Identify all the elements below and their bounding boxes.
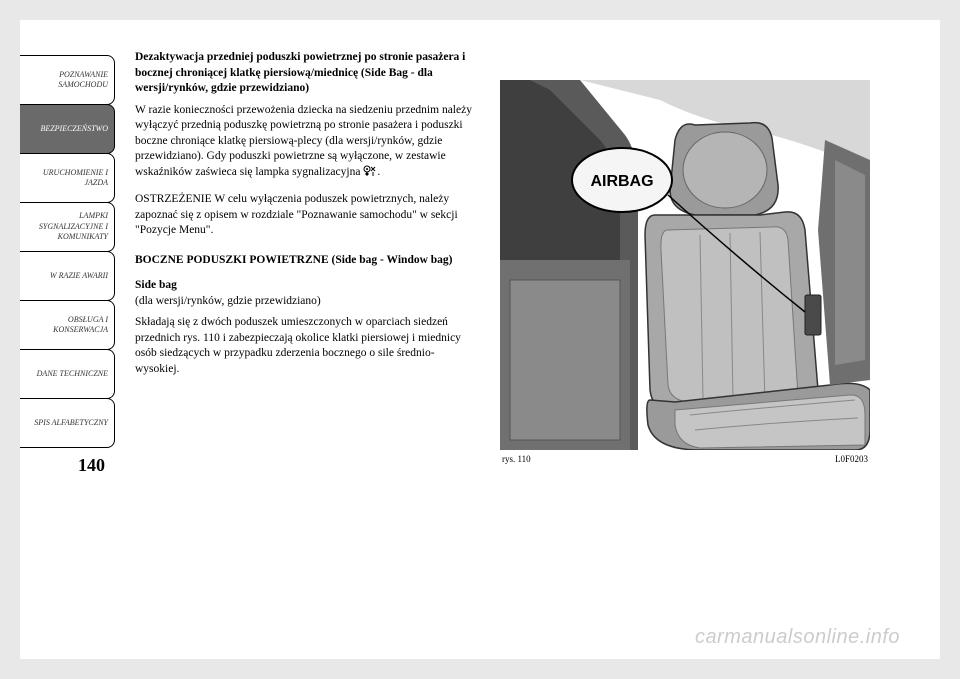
- tab-uruchomienie[interactable]: URUCHOMIENIE I JAZDA: [20, 153, 115, 203]
- paragraph-suffix: .: [377, 166, 380, 178]
- heading-side-airbags: BOCZNE PODUSZKI POWIETRZNE (Side bag - W…: [135, 253, 475, 269]
- tab-bezpieczenstwo[interactable]: BEZPIECZEŃSTWO: [20, 104, 115, 154]
- figure-caption: rys. 110 L0F0203: [500, 454, 870, 464]
- heading-sidebag: Side bag: [135, 278, 475, 294]
- content-area: Dezaktywacja przedniej poduszki powietrz…: [115, 50, 900, 609]
- manual-page: POZNAWANIE SAMOCHODU BEZPIECZEŃSTWO URUC…: [20, 20, 940, 659]
- seat-airbag-illustration: AIRBAG: [500, 80, 870, 450]
- paragraph-deactivation-note: W razie konieczności przewożenia dziecka…: [135, 103, 475, 183]
- sidebar-tabs: POZNAWANIE SAMOCHODU BEZPIECZEŃSTWO URUC…: [20, 50, 115, 609]
- paragraph-text: W razie konieczności przewożenia dziecka…: [135, 104, 472, 178]
- airbag-badge-text: AIRBAG: [590, 173, 653, 190]
- watermark: carmanualsonline.info: [695, 626, 900, 649]
- heading-deactivation: Dezaktywacja przedniej poduszki powietrz…: [135, 50, 475, 97]
- tab-lampki[interactable]: LAMPKI SYGNALIZACYJNE I KOMUNIKATY: [20, 202, 115, 252]
- tab-poznawanie[interactable]: POZNAWANIE SAMOCHODU: [20, 55, 115, 105]
- figure-110: AIRBAG rys. 110 L0F0203: [500, 80, 870, 464]
- tab-obsluga[interactable]: OBSŁUGA I KONSERWACJA: [20, 300, 115, 350]
- figure-column: AIRBAG rys. 110 L0F0203: [500, 50, 900, 609]
- tab-spis[interactable]: SPIS ALFABETYCZNY: [20, 398, 115, 448]
- page-number: 140: [20, 455, 115, 476]
- figure-number: rys. 110: [502, 454, 531, 464]
- tab-dane[interactable]: DANE TECHNICZNE: [20, 349, 115, 399]
- figure-code: L0F0203: [835, 454, 868, 464]
- text-column: Dezaktywacja przedniej poduszki powietrz…: [135, 50, 475, 609]
- tab-awaria[interactable]: W RAZIE AWARII: [20, 251, 115, 301]
- paragraph-warning: OSTRZEŻENIE W celu wyłączenia poduszek p…: [135, 192, 475, 239]
- airbag-off-icon: [363, 165, 377, 183]
- sidebag-availability-note: (dla wersji/rynków, gdzie przewidziano): [135, 294, 475, 310]
- paragraph-sidebag-desc: Składają się z dwóch poduszek umieszczon…: [135, 315, 475, 377]
